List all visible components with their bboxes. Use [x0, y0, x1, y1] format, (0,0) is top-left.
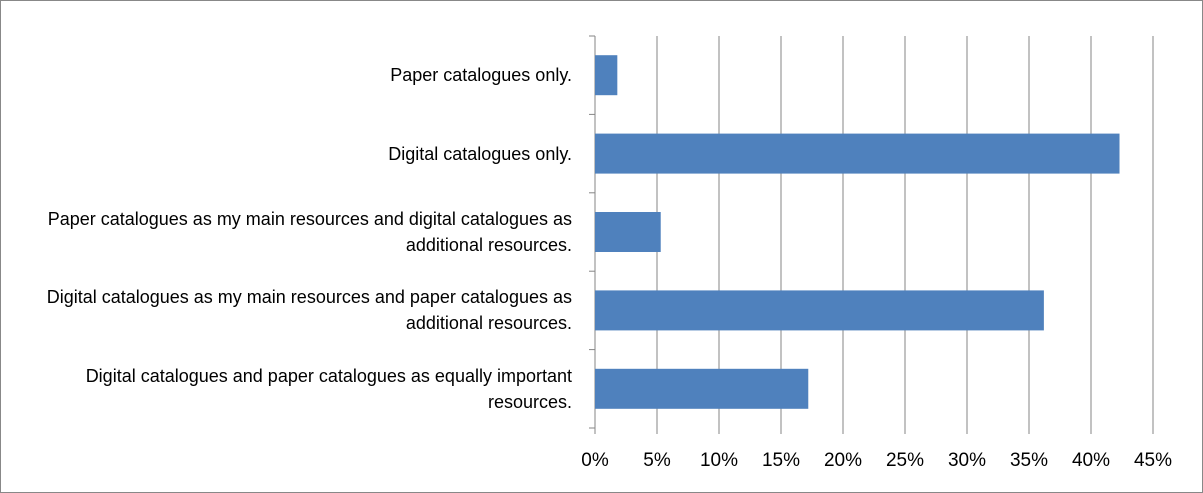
bar	[595, 368, 809, 409]
x-tick-label: 15%	[762, 450, 800, 471]
x-tick-label: 25%	[886, 450, 924, 471]
y-tick-label: Paper catalogues as my main resources an…	[47, 209, 572, 255]
bar	[595, 212, 661, 252]
y-tick-label: Digital catalogues only.	[388, 143, 572, 164]
x-tick-label: 45%	[1134, 450, 1172, 471]
bar	[595, 55, 618, 96]
x-tick-label: 35%	[1010, 450, 1048, 471]
y-tick-label: Paper catalogues only.	[390, 65, 572, 86]
x-tick-label: 5%	[643, 450, 671, 471]
x-tick-label: 10%	[700, 450, 738, 471]
x-tick-label: 20%	[824, 450, 862, 471]
x-tick-label: 40%	[1072, 450, 1110, 471]
bar	[595, 290, 1044, 331]
y-tick-label: Digital catalogues and paper catalogues …	[85, 365, 572, 412]
x-tick-label: 30%	[948, 450, 986, 471]
bar	[595, 133, 1120, 174]
x-tick-label: 0%	[581, 450, 609, 471]
y-tick-label: Digital catalogues as my main resources …	[46, 287, 572, 334]
